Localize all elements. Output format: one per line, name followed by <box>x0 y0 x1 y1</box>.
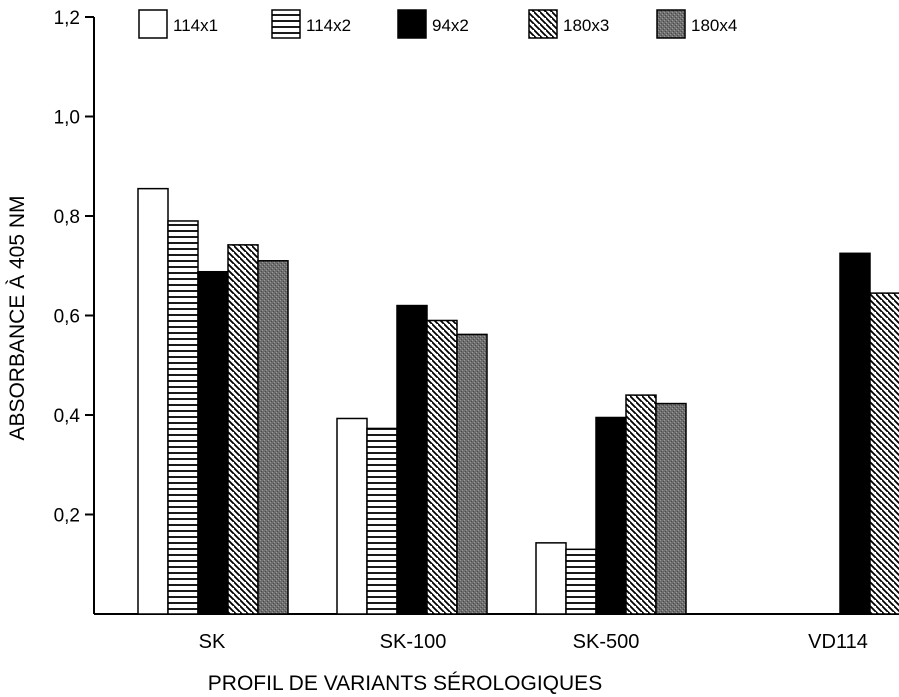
y-tick-label: 0,2 <box>54 506 80 527</box>
legend-swatch-114x2 <box>271 9 301 39</box>
y-tick-label: 1,0 <box>54 108 80 129</box>
y-tick-label: 0,4 <box>54 406 81 427</box>
x-category-label: VD114 <box>808 631 868 653</box>
y-axis-title: ABSORBANCE À 405 NM <box>6 195 29 440</box>
bar-114x2-SK <box>167 220 199 615</box>
bar-180x3-VD114 <box>869 292 899 615</box>
legend-label: 114x1 <box>173 16 218 35</box>
y-ticks: 0,2 0,4 0,6 0,8 1,0 1,2 <box>54 8 94 527</box>
x-category-label: SK-500 <box>573 631 640 653</box>
y-tick-label: 0,6 <box>54 307 80 328</box>
bar-114x1-SK <box>137 187 169 615</box>
bar-180x4-SK <box>257 260 289 615</box>
bar-114x2-SK-100 <box>366 427 398 615</box>
y-tick-label: 1,2 <box>54 8 80 29</box>
legend-label: 114x2 <box>306 16 351 35</box>
legend: 114x1 114x2 94x2 180x3 180x4 <box>138 9 737 39</box>
x-category-label: SK <box>199 631 226 653</box>
bar-94x2-SK-500 <box>595 416 627 615</box>
bar-114x2-SK-500 <box>565 548 597 615</box>
category-labels: SK SK-100 SK-500 VD114 <box>199 631 868 653</box>
bar-180x4-SK-500 <box>655 402 687 615</box>
bar-94x2-VD114 <box>839 252 871 615</box>
legend-swatch-180x4 <box>656 9 686 39</box>
bar-180x3-SK <box>227 244 259 615</box>
legend-swatch-180x3 <box>528 9 558 39</box>
bar-94x2-SK <box>197 270 229 615</box>
legend-label: 180x3 <box>563 16 609 35</box>
bar-94x2-SK-100 <box>396 304 428 615</box>
bar-180x4-SK-100 <box>456 333 488 615</box>
bars <box>137 187 899 615</box>
bar-114x1-SK-100 <box>336 417 368 615</box>
x-axis-title: PROFIL DE VARIANTS SÉROLOGIQUES <box>208 672 602 695</box>
legend-label: 94x2 <box>432 16 469 35</box>
legend-label: 180x4 <box>691 16 737 35</box>
legend-swatch-94x2 <box>397 9 427 39</box>
x-category-label: SK-100 <box>380 631 447 653</box>
bar-180x3-SK-100 <box>426 319 458 615</box>
bar-180x3-SK-500 <box>625 394 657 615</box>
y-tick-label: 0,8 <box>54 207 80 228</box>
legend-swatch-114x1 <box>138 9 168 39</box>
bar-114x1-SK-500 <box>535 542 567 615</box>
